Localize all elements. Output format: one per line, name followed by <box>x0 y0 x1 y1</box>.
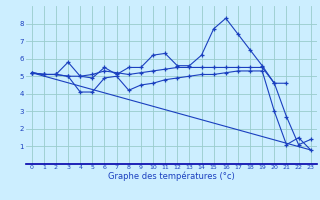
X-axis label: Graphe des températures (°c): Graphe des températures (°c) <box>108 172 235 181</box>
